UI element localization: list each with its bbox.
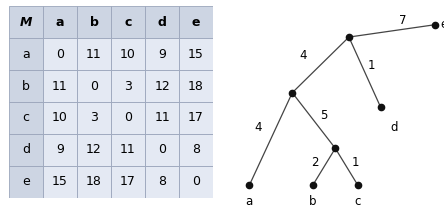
Text: 9: 9	[56, 143, 64, 156]
Text: 8: 8	[158, 175, 166, 188]
Bar	[111, 134, 145, 166]
Bar	[9, 38, 43, 70]
Bar	[179, 70, 213, 102]
Bar	[179, 6, 213, 38]
Bar	[43, 102, 77, 134]
Text: a: a	[22, 48, 30, 61]
Text: b: b	[22, 80, 30, 92]
Text: 18: 18	[188, 80, 204, 92]
Text: 11: 11	[120, 143, 136, 156]
Bar	[145, 134, 179, 166]
Text: e: e	[22, 175, 30, 188]
Text: d: d	[390, 121, 398, 134]
Bar	[43, 70, 77, 102]
Bar	[145, 38, 179, 70]
Text: a: a	[246, 195, 253, 206]
Text: 11: 11	[52, 80, 68, 92]
Text: 0: 0	[124, 111, 132, 124]
Bar	[43, 6, 77, 38]
Text: 11: 11	[86, 48, 102, 61]
Bar	[77, 166, 111, 198]
Text: 0: 0	[192, 175, 200, 188]
Text: d: d	[22, 143, 30, 156]
Bar	[179, 134, 213, 166]
Bar	[77, 70, 111, 102]
Text: e: e	[440, 18, 444, 31]
Text: 1: 1	[352, 156, 360, 169]
Bar	[9, 134, 43, 166]
Text: 12: 12	[154, 80, 170, 92]
Bar	[145, 70, 179, 102]
Text: 9: 9	[158, 48, 166, 61]
Text: 3: 3	[90, 111, 98, 124]
Bar	[9, 102, 43, 134]
Bar	[43, 134, 77, 166]
Text: 1: 1	[368, 59, 375, 73]
Bar	[43, 38, 77, 70]
Bar	[111, 166, 145, 198]
Bar	[111, 38, 145, 70]
Bar	[43, 166, 77, 198]
Bar	[179, 102, 213, 134]
Text: 2: 2	[311, 156, 319, 169]
Text: 7: 7	[400, 14, 407, 27]
Text: b: b	[90, 16, 99, 29]
Bar	[77, 134, 111, 166]
Text: 4: 4	[254, 121, 262, 134]
Text: 0: 0	[158, 143, 166, 156]
Text: 15: 15	[188, 48, 204, 61]
Bar	[179, 38, 213, 70]
Bar	[145, 166, 179, 198]
Text: 0: 0	[90, 80, 98, 92]
Bar	[9, 6, 43, 38]
Text: 11: 11	[154, 111, 170, 124]
Text: b: b	[309, 195, 317, 206]
Bar	[111, 70, 145, 102]
Text: 8: 8	[192, 143, 200, 156]
Text: 17: 17	[188, 111, 204, 124]
Text: c: c	[355, 195, 361, 206]
Text: c: c	[22, 111, 29, 124]
Text: c: c	[124, 16, 132, 29]
Text: a: a	[56, 16, 64, 29]
Bar	[9, 166, 43, 198]
Text: M: M	[20, 16, 32, 29]
Text: 15: 15	[52, 175, 68, 188]
Text: 4: 4	[300, 49, 307, 62]
Text: d: d	[158, 16, 166, 29]
Text: 5: 5	[320, 109, 328, 122]
Bar	[111, 102, 145, 134]
Bar	[77, 38, 111, 70]
Bar	[111, 6, 145, 38]
Bar	[77, 6, 111, 38]
Text: 3: 3	[124, 80, 132, 92]
Bar	[179, 166, 213, 198]
Text: 18: 18	[86, 175, 102, 188]
Text: 12: 12	[86, 143, 102, 156]
Text: 17: 17	[120, 175, 136, 188]
Text: e: e	[192, 16, 200, 29]
Bar	[77, 102, 111, 134]
Bar	[145, 102, 179, 134]
Text: 0: 0	[56, 48, 64, 61]
Bar	[9, 70, 43, 102]
Bar	[145, 6, 179, 38]
Text: 10: 10	[52, 111, 68, 124]
Text: 10: 10	[120, 48, 136, 61]
